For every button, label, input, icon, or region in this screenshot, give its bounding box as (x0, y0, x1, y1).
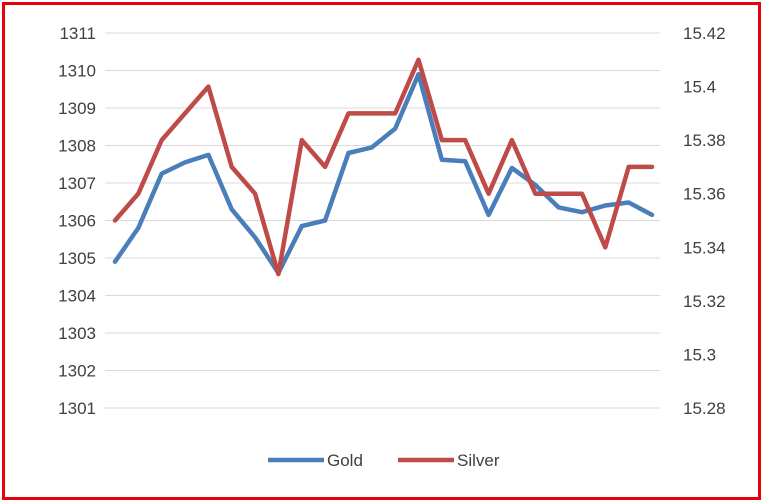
legend-label-silver: Silver (457, 451, 500, 470)
right-axis-tick-label: 15.34 (683, 238, 726, 257)
left-axis-tick-label: 1307 (58, 174, 96, 193)
right-axis-tick-label: 15.38 (683, 131, 726, 150)
right-axis-tick-labels: 15.28 15.3 15.32 15.34 15.36 15.38 15.4 15.42 (683, 24, 726, 418)
left-axis-tick-label: 1310 (58, 62, 96, 81)
right-axis-tick-label: 15.3 (683, 345, 716, 364)
left-axis-tick-label: 1304 (58, 287, 96, 306)
left-axis-tick-label: 1308 (58, 137, 96, 156)
series-line-silver (112, 57, 655, 277)
left-axis-tick-label: 1302 (58, 362, 96, 381)
right-axis-tick-label: 15.42 (683, 24, 726, 43)
gridlines (105, 32, 660, 409)
series-lines (112, 57, 655, 277)
right-axis-tick-label: 15.4 (683, 78, 716, 97)
left-axis-tick-label: 1311 (59, 24, 96, 43)
legend-label-gold: Gold (327, 451, 363, 470)
legend: Gold Silver (268, 451, 500, 470)
left-axis-tick-label: 1309 (58, 99, 96, 118)
right-axis-tick-label: 15.32 (683, 292, 726, 311)
left-axis-tick-label: 1305 (58, 249, 96, 268)
right-axis-tick-label: 15.28 (683, 399, 726, 418)
left-axis-tick-label: 1301 (58, 399, 96, 418)
left-axis-tick-label: 1306 (58, 212, 96, 231)
left-axis-tick-label: 1303 (58, 324, 96, 343)
right-axis-tick-label: 15.36 (683, 185, 726, 204)
series-line-gold (112, 71, 655, 276)
left-axis-tick-labels: 1301 1302 1303 1304 1305 1306 1307 1308 1309 1310… (58, 24, 96, 418)
